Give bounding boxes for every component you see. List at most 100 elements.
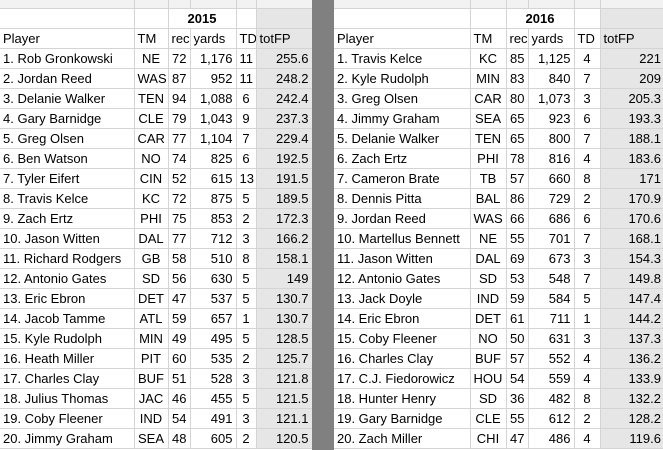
rec-cell[interactable]: 65 — [506, 128, 529, 149]
rec-cell[interactable]: 54 — [168, 408, 191, 429]
team-cell[interactable]: CLE — [470, 408, 507, 429]
team-cell[interactable]: CLE — [134, 108, 169, 129]
column-header-yards[interactable]: yards — [190, 28, 237, 49]
yards-cell[interactable]: 1,176 — [190, 48, 237, 69]
td-cell[interactable]: 7 — [574, 268, 601, 289]
team-cell[interactable]: DAL — [134, 228, 169, 249]
td-cell[interactable]: 5 — [236, 288, 257, 309]
team-cell[interactable]: TB — [470, 168, 507, 189]
column-header-totfp[interactable]: totFP — [600, 28, 663, 49]
team-cell[interactable]: BAL — [470, 188, 507, 209]
player-cell[interactable]: 10. Jason Witten — [0, 228, 135, 249]
totfp-cell[interactable]: 166.2 — [256, 228, 313, 249]
team-cell[interactable]: HOU — [470, 368, 507, 389]
column-header-rec[interactable]: rec — [168, 28, 191, 49]
td-cell[interactable]: 4 — [574, 48, 601, 69]
column-header-player[interactable]: Player — [0, 28, 135, 49]
player-cell[interactable]: 2. Kyle Rudolph — [334, 68, 471, 89]
rec-cell[interactable]: 56 — [168, 268, 191, 289]
rec-cell[interactable]: 85 — [506, 48, 529, 69]
totfp-cell[interactable]: 130.7 — [256, 308, 313, 329]
td-cell[interactable]: 3 — [236, 408, 257, 429]
totfp-cell[interactable]: 149 — [256, 268, 313, 289]
team-cell[interactable]: BUF — [134, 368, 169, 389]
column-header-team[interactable]: TM — [134, 28, 169, 49]
team-cell[interactable]: KC — [134, 188, 169, 209]
td-cell[interactable]: 2 — [574, 188, 601, 209]
totfp-cell[interactable]: 205.3 — [600, 88, 663, 109]
totfp-cell[interactable]: 133.9 — [600, 368, 663, 389]
yards-cell[interactable]: 630 — [190, 268, 237, 289]
player-cell[interactable]: 12. Antonio Gates — [0, 268, 135, 289]
td-cell[interactable]: 3 — [574, 248, 601, 269]
player-cell[interactable]: 6. Zach Ertz — [334, 148, 471, 169]
totfp-cell[interactable]: 189.5 — [256, 188, 313, 209]
team-cell[interactable]: NE — [134, 48, 169, 69]
team-cell[interactable]: JAC — [134, 388, 169, 409]
totfp-cell[interactable]: 158.1 — [256, 248, 313, 269]
totfp-cell[interactable]: 125.7 — [256, 348, 313, 369]
yards-cell[interactable]: 1,104 — [190, 128, 237, 149]
yards-cell[interactable]: 1,088 — [190, 88, 237, 109]
td-cell[interactable]: 5 — [236, 388, 257, 409]
rec-cell[interactable]: 59 — [168, 308, 191, 329]
totfp-cell[interactable]: 221 — [600, 48, 663, 69]
yards-cell[interactable]: 712 — [190, 228, 237, 249]
totfp-cell[interactable]: 121.1 — [256, 408, 313, 429]
td-cell[interactable]: 9 — [236, 108, 257, 129]
player-cell[interactable]: 17. C.J. Fiedorowicz — [334, 368, 471, 389]
rec-cell[interactable]: 50 — [506, 328, 529, 349]
player-cell[interactable]: 19. Coby Fleener — [0, 408, 135, 429]
team-cell[interactable]: MIN — [470, 68, 507, 89]
rec-cell[interactable]: 87 — [168, 68, 191, 89]
td-cell[interactable]: 6 — [574, 208, 601, 229]
player-cell[interactable]: 7. Cameron Brate — [334, 168, 471, 189]
rec-cell[interactable]: 65 — [506, 108, 529, 129]
yards-cell[interactable]: 729 — [528, 188, 575, 209]
team-cell[interactable]: SD — [470, 388, 507, 409]
team-cell[interactable]: SD — [134, 268, 169, 289]
rec-cell[interactable]: 77 — [168, 228, 191, 249]
team-cell[interactable]: CHI — [470, 428, 507, 449]
team-cell[interactable]: TEN — [134, 88, 169, 109]
yards-cell[interactable]: 552 — [528, 348, 575, 369]
td-cell[interactable]: 7 — [574, 128, 601, 149]
totfp-cell[interactable]: 170.9 — [600, 188, 663, 209]
td-cell[interactable]: 13 — [236, 168, 257, 189]
rec-cell[interactable]: 52 — [168, 168, 191, 189]
player-cell[interactable]: 12. Antonio Gates — [334, 268, 471, 289]
yards-cell[interactable]: 535 — [190, 348, 237, 369]
yards-cell[interactable]: 673 — [528, 248, 575, 269]
team-cell[interactable]: IND — [470, 288, 507, 309]
yards-cell[interactable]: 840 — [528, 68, 575, 89]
totfp-cell[interactable]: 121.8 — [256, 368, 313, 389]
column-header-player[interactable]: Player — [334, 28, 471, 49]
td-cell[interactable]: 7 — [574, 228, 601, 249]
team-cell[interactable]: CIN — [134, 168, 169, 189]
rec-cell[interactable]: 46 — [168, 388, 191, 409]
yards-cell[interactable]: 482 — [528, 388, 575, 409]
totfp-cell[interactable]: 168.1 — [600, 228, 663, 249]
player-cell[interactable]: 2. Jordan Reed — [0, 68, 135, 89]
td-cell[interactable]: 4 — [574, 368, 601, 389]
yards-cell[interactable]: 559 — [528, 368, 575, 389]
column-header-yards[interactable]: yards — [528, 28, 575, 49]
team-cell[interactable]: WAS — [134, 68, 169, 89]
rec-cell[interactable]: 74 — [168, 148, 191, 169]
td-cell[interactable]: 3 — [574, 88, 601, 109]
totfp-cell[interactable]: 255.6 — [256, 48, 313, 69]
player-cell[interactable]: 20. Zach Miller — [334, 428, 471, 449]
player-cell[interactable]: 11. Richard Rodgers — [0, 248, 135, 269]
team-cell[interactable]: SEA — [470, 108, 507, 129]
rec-cell[interactable]: 75 — [168, 208, 191, 229]
totfp-cell[interactable]: 242.4 — [256, 88, 313, 109]
team-cell[interactable]: ATL — [134, 308, 169, 329]
td-cell[interactable]: 4 — [574, 348, 601, 369]
yards-cell[interactable]: 491 — [190, 408, 237, 429]
td-cell[interactable]: 7 — [236, 128, 257, 149]
totfp-cell[interactable]: 172.3 — [256, 208, 313, 229]
td-cell[interactable]: 5 — [236, 268, 257, 289]
rec-cell[interactable]: 49 — [168, 328, 191, 349]
rec-cell[interactable]: 54 — [506, 368, 529, 389]
rec-cell[interactable]: 59 — [506, 288, 529, 309]
